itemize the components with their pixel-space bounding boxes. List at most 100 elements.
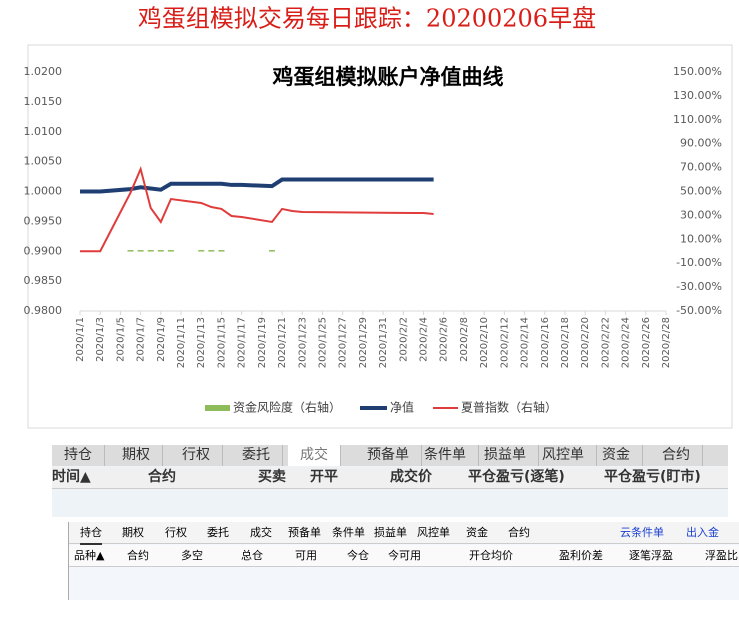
y2-tick-label: -50.00% — [676, 304, 722, 317]
column-header: 买卖 — [258, 469, 286, 485]
panel-trades: 持仓 期权 行权 委托 成交 预备单 条件单 损益单 风控单 资金 合约 时间▲ 合约 买卖 开平 成交价 平仓… — [52, 445, 728, 517]
bar — [198, 250, 205, 252]
link[interactable]: 出入金 — [686, 526, 719, 539]
bar — [137, 250, 144, 252]
tab[interactable]: 资金 — [590, 445, 643, 466]
x-tick-label: 2020/2/24 — [621, 317, 632, 368]
x-tick-label: 2020/1/25 — [317, 317, 328, 368]
column-header: 品种▲ — [74, 549, 105, 562]
chart-frame — [27, 44, 733, 429]
line — [80, 165, 434, 253]
bar — [218, 250, 225, 252]
bar — [208, 250, 215, 252]
column-header: 浮盈比 — [705, 549, 738, 562]
y2-tick-label: 150.00% — [673, 65, 722, 78]
column-header: 可用 — [295, 549, 317, 562]
bar — [157, 250, 164, 252]
tab[interactable]: 风控单 — [530, 445, 597, 466]
tab[interactable]: 风控单 — [417, 526, 450, 539]
x-tick-label: 2020/2/4 — [419, 317, 430, 362]
column-header: 开仓均价 — [469, 549, 513, 562]
legend-swatch — [205, 405, 230, 411]
link[interactable]: 云条件单 — [620, 526, 664, 539]
y-tick-label: 1.0050 — [24, 155, 63, 168]
y2-tick-label: -30.00% — [676, 280, 722, 293]
x-tick-label: 2020/1/21 — [277, 317, 288, 368]
tab[interactable]: 成交 — [250, 526, 272, 539]
x-tick-label: 2020/1/9 — [156, 317, 167, 362]
tab[interactable]: 条件单 — [412, 445, 479, 466]
tab[interactable]: 期权 — [122, 526, 144, 539]
y-tick-label: 1.0100 — [24, 125, 63, 138]
y2-tick-label: 10.00% — [680, 232, 722, 245]
x-tick-label: 2020/2/20 — [580, 317, 591, 368]
legend-label: 夏普指数（右轴） — [461, 400, 557, 415]
x-tick-label: 2020/2/10 — [479, 317, 490, 368]
x-tick-label: 2020/1/15 — [216, 317, 227, 368]
tab[interactable]: 合约 — [650, 445, 703, 466]
x-tick-label: 2020/1/27 — [338, 317, 349, 368]
bar — [268, 250, 275, 252]
tab[interactable]: 损益单 — [472, 445, 539, 466]
y-tick-label: 0.9900 — [24, 244, 63, 257]
x-tick-label: 2020/1/3 — [95, 317, 106, 362]
y-tick-label: 0.9800 — [24, 304, 63, 317]
tab[interactable]: 合约 — [508, 526, 530, 539]
x-tick-label: 2020/2/8 — [459, 317, 470, 362]
x-tick-label: 2020/1/11 — [176, 317, 187, 368]
x-tick-label: 2020/1/29 — [358, 317, 369, 368]
tab[interactable]: 损益单 — [374, 526, 407, 539]
chart: 鸡蛋组模拟交易每日跟踪：20200206早盘 鸡蛋组模拟账户净值曲线 0.980… — [24, 5, 733, 429]
column-header: 平仓盈亏(逐笔) — [468, 469, 565, 485]
tab[interactable]: 资金 — [466, 526, 488, 539]
y-tick-label: 1.0150 — [24, 95, 63, 108]
x-tick-label: 2020/1/5 — [115, 317, 126, 362]
y2-tick-label: 110.00% — [673, 113, 722, 126]
header-row — [69, 545, 739, 567]
x-tick-label: 2020/2/14 — [520, 317, 531, 368]
tab[interactable]: 预备单 — [355, 445, 422, 466]
tab[interactable]: 持仓 — [80, 522, 102, 545]
x-tick-label: 2020/1/7 — [136, 317, 147, 362]
column-header: 开平 — [310, 469, 338, 485]
tab[interactable]: 委托 — [207, 526, 229, 539]
tab[interactable]: 条件单 — [332, 526, 365, 539]
column-header: 成交价 — [390, 469, 432, 485]
x-tick-label: 2020/2/22 — [600, 317, 611, 368]
column-header: 盈利价差 — [559, 549, 603, 562]
y-tick-label: 1.0200 — [24, 65, 63, 78]
line — [80, 177, 434, 194]
x-tick-label: 2020/2/18 — [560, 317, 571, 368]
legend-label: 净值 — [390, 400, 414, 415]
header-row — [52, 467, 728, 489]
column-header: 多空 — [181, 549, 203, 562]
tab[interactable]: 行权 — [165, 526, 187, 539]
bar — [127, 250, 134, 252]
column-header: 总仓 — [241, 549, 263, 562]
x-tick-label: 2020/2/12 — [499, 317, 510, 368]
y2-tick-label: 130.00% — [673, 89, 722, 102]
tab[interactable]: 期权 — [110, 445, 163, 466]
tab[interactable]: 委托 — [230, 445, 283, 466]
y-tick-label: 0.9850 — [24, 274, 63, 287]
y2-tick-label: -10.00% — [676, 256, 722, 269]
column-header: 合约 — [148, 469, 176, 485]
tab[interactable]: 预备单 — [288, 526, 321, 539]
tab[interactable]: 持仓 — [52, 445, 105, 466]
x-tick-label: 2020/1/13 — [196, 317, 207, 368]
column-header: 合约 — [127, 549, 149, 562]
page-title: 鸡蛋组模拟交易每日跟踪：20200206早盘 — [138, 5, 596, 33]
column-header: 时间▲ — [52, 469, 91, 485]
panel-positions: 持仓 期权 行权 委托 成交 预备单 条件单 损益单 风控单 资金 合约 云条件单 出入金 品种▲ 合约 多空… — [68, 522, 739, 600]
y2-tick-label: 50.00% — [680, 185, 722, 198]
x-tick-label: 2020/1/31 — [378, 317, 389, 368]
x-tick-label: 2020/1/1 — [75, 317, 86, 362]
bar — [167, 250, 174, 252]
tab[interactable]: 成交 — [288, 445, 341, 466]
column-header: 平仓盈亏(盯市) — [604, 469, 701, 485]
y2-tick-label: 70.00% — [680, 161, 722, 174]
y2-tick-label: 30.00% — [680, 208, 722, 221]
x-tick-label: 2020/1/19 — [257, 317, 268, 368]
tab[interactable]: 行权 — [170, 445, 223, 466]
